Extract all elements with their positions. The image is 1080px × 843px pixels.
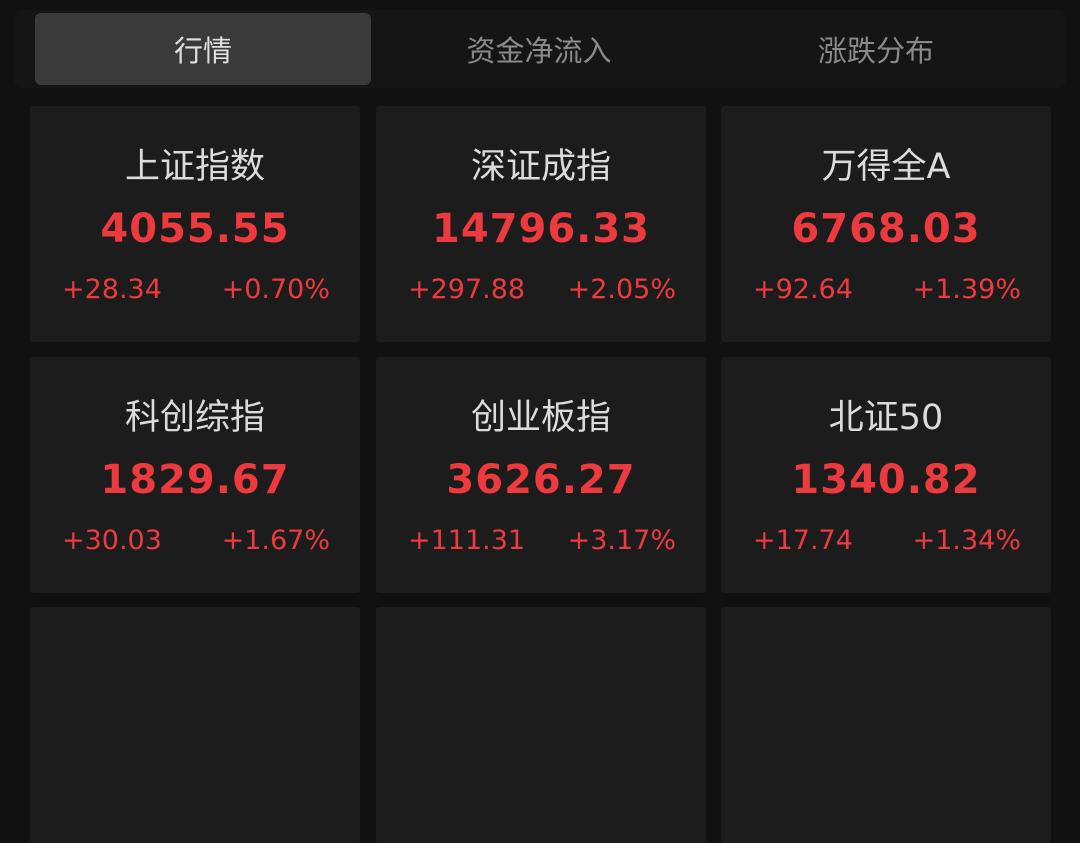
index-change: +28.34 (62, 274, 162, 305)
index-card-partial[interactable] (30, 607, 360, 843)
index-card[interactable]: 科创综指 1829.67 +30.03 +1.67% (30, 357, 360, 593)
tab-bar: 行情 资金净流入 涨跌分布 (14, 10, 1066, 88)
index-card[interactable]: 上证指数 4055.55 +28.34 +0.70% (30, 106, 360, 342)
index-change-percent: +1.67% (221, 525, 330, 556)
index-change-percent: +1.39% (912, 274, 1021, 305)
index-change: +30.03 (62, 525, 162, 556)
index-change: +111.31 (408, 525, 526, 556)
tab-net-inflow[interactable]: 资金净流入 (466, 34, 612, 68)
index-name: 创业板指 (470, 398, 611, 438)
index-change-percent: +3.17% (567, 525, 676, 556)
index-name: 科创综指 (124, 398, 265, 438)
tab-market[interactable]: 行情 (35, 13, 371, 85)
index-card-partial[interactable] (376, 607, 706, 843)
index-name: 深证成指 (470, 147, 611, 187)
index-value: 4055.55 (100, 206, 290, 252)
index-name: 北证50 (828, 398, 944, 438)
index-card[interactable]: 创业板指 3626.27 +111.31 +3.17% (376, 357, 706, 593)
tab-distribution[interactable]: 涨跌分布 (817, 34, 934, 68)
index-value: 3626.27 (446, 457, 636, 503)
index-card[interactable]: 万得全A 6768.03 +92.64 +1.39% (721, 106, 1051, 342)
index-change: +92.64 (753, 274, 853, 305)
index-card-partial[interactable] (721, 607, 1051, 843)
index-name: 万得全A (821, 147, 951, 187)
index-card[interactable]: 深证成指 14796.33 +297.88 +2.05% (376, 106, 706, 342)
index-name: 上证指数 (124, 147, 265, 187)
index-change-percent: +1.34% (912, 525, 1021, 556)
index-change-percent: +0.70% (221, 274, 330, 305)
index-value: 1340.82 (791, 457, 981, 503)
index-value: 6768.03 (791, 206, 981, 252)
index-value: 14796.33 (431, 206, 651, 252)
index-value: 1829.67 (100, 457, 290, 503)
index-card[interactable]: 北证50 1340.82 +17.74 +1.34% (721, 357, 1051, 593)
index-change: +17.74 (753, 525, 853, 556)
index-change: +297.88 (408, 274, 526, 305)
index-change-percent: +2.05% (567, 274, 676, 305)
